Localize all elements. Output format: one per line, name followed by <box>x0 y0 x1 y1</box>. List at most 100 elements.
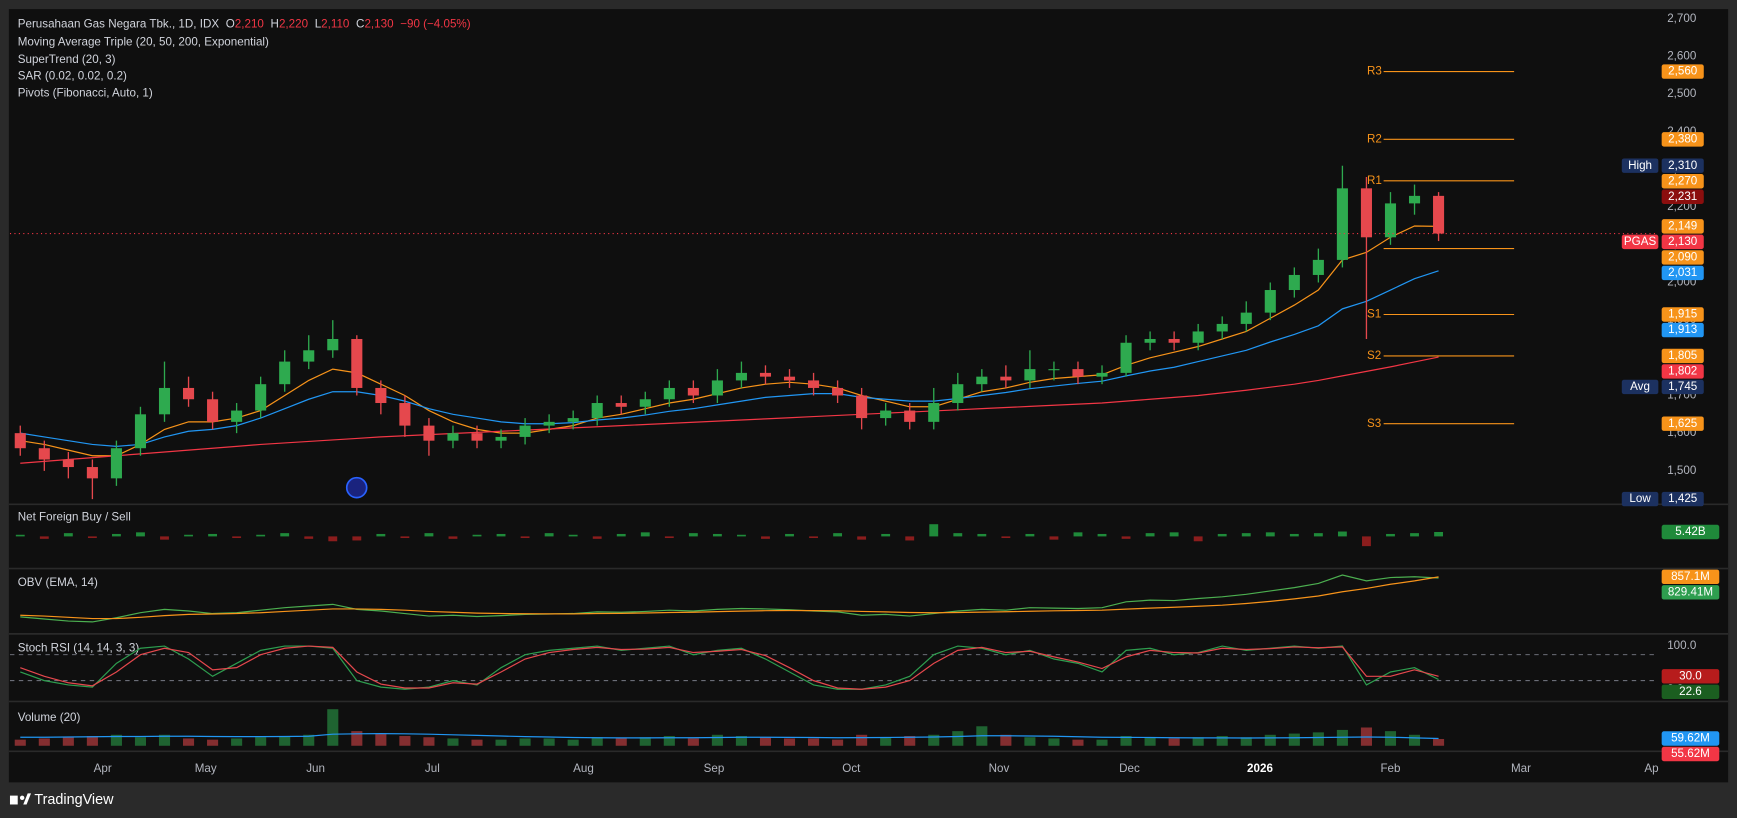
x-tick-label: Feb <box>1380 762 1400 775</box>
volume-bar <box>1072 739 1084 746</box>
candle-body <box>1384 203 1397 238</box>
y-tick-label: 100.0 <box>1667 639 1697 652</box>
volume-bar <box>375 733 387 746</box>
candle-body <box>423 425 435 441</box>
badge-label: 1,802 <box>1668 365 1697 378</box>
bar <box>1193 536 1203 542</box>
volume-bar <box>1240 737 1252 746</box>
bar <box>1121 536 1131 539</box>
bar <box>87 536 97 539</box>
volume-bar <box>279 736 291 746</box>
candle-body <box>1096 372 1108 377</box>
candle-body <box>447 433 459 441</box>
moving-average <box>20 225 1439 457</box>
bar <box>1049 536 1059 540</box>
candle-body <box>14 433 26 449</box>
indicator-line <box>20 645 1439 690</box>
candle-body <box>1192 331 1204 343</box>
volume-bar <box>1312 732 1324 746</box>
bar <box>304 536 314 539</box>
indicator-legend[interactable]: Pivots (Fibonacci, Auto, 1) <box>18 86 153 99</box>
pane-title[interactable]: Stoch RSI (14, 14, 3, 3) <box>18 641 140 654</box>
badge-label: 1,915 <box>1668 308 1697 321</box>
value-badge <box>1661 250 1704 265</box>
bar <box>1001 536 1011 539</box>
pane-title[interactable]: Volume (20) <box>18 711 81 724</box>
y-tick-label: 1,500 <box>1667 464 1697 477</box>
badge-label: 2,310 <box>1668 159 1698 172</box>
bar <box>1313 533 1323 537</box>
ohlc-key: O <box>226 18 235 31</box>
badge-label: 1,425 <box>1668 492 1697 505</box>
bar <box>616 533 626 537</box>
volume-bar <box>783 738 796 746</box>
volume-bar <box>735 736 747 746</box>
ohlc-value: 2,110 <box>321 18 350 31</box>
badge-label: 2,149 <box>1668 219 1697 232</box>
volume-bar <box>1384 731 1397 746</box>
volume-bar <box>880 737 892 746</box>
bar <box>448 536 458 539</box>
volume-bar <box>351 731 363 746</box>
y-tick-label: 2,700 <box>1667 12 1697 25</box>
bar <box>400 536 410 539</box>
candle-body <box>543 421 555 426</box>
candle-body <box>375 387 387 404</box>
candle-body <box>1120 342 1132 373</box>
candle-body <box>567 418 579 422</box>
pane-title[interactable]: Net Foreign Buy / Sell <box>18 511 131 524</box>
value-badge <box>1661 416 1704 431</box>
value-badge <box>1661 348 1704 364</box>
volume-bar <box>928 734 940 746</box>
indicator-legend[interactable]: Moving Average Triple (20, 50, 200, Expo… <box>18 35 269 48</box>
brand[interactable]: TradingView <box>34 792 114 808</box>
bar <box>1386 533 1395 537</box>
candle-body <box>1240 312 1252 324</box>
badge-tag <box>1621 158 1659 173</box>
bar <box>520 536 530 539</box>
bar <box>929 524 939 537</box>
candle-body <box>62 459 74 468</box>
volume-bar <box>399 736 411 746</box>
value-badge <box>1661 322 1704 338</box>
volume-bar <box>303 734 315 746</box>
volume-bar <box>543 738 555 746</box>
indicator-legend[interactable]: SuperTrend (20, 3) <box>18 53 116 66</box>
candle-body <box>519 425 531 437</box>
volume-bar <box>519 738 531 746</box>
candle-body <box>1288 274 1300 291</box>
badge-tag <box>1621 234 1659 250</box>
bar <box>977 533 987 537</box>
bar <box>640 532 650 537</box>
candle-body <box>1433 195 1445 234</box>
candle-body <box>327 338 339 351</box>
indicator-legend[interactable]: SAR (0.02, 0.02, 0.2) <box>18 70 127 83</box>
event-marker[interactable] <box>345 476 368 499</box>
value-badge <box>1661 132 1704 147</box>
x-tick-label: Ap <box>1644 762 1658 775</box>
badge-label: 2,231 <box>1668 190 1697 203</box>
pane-title[interactable]: OBV (EMA, 14) <box>18 576 98 589</box>
pivot-label: R3 <box>1367 65 1382 78</box>
bar <box>352 536 362 541</box>
symbol-title: Perusahaan Gas Negara Tbk., 1D, IDX <box>18 18 220 31</box>
bar <box>1169 532 1179 537</box>
badge-label: 2,380 <box>1668 132 1698 145</box>
badge-tag-label: High <box>1628 159 1652 172</box>
volume-bar <box>856 734 868 746</box>
x-tick-label: Jul <box>425 762 440 775</box>
brand-logo[interactable] <box>9 793 32 805</box>
bar <box>1025 533 1035 537</box>
bar <box>376 533 386 537</box>
value-badge <box>1661 746 1720 762</box>
volume-bar <box>134 737 147 746</box>
value-badge <box>1661 158 1704 173</box>
bar <box>1145 533 1155 537</box>
bar <box>761 536 770 539</box>
candle-body <box>976 376 988 385</box>
volume-bar <box>904 736 916 746</box>
volume-bar <box>207 739 219 746</box>
bar <box>63 533 73 537</box>
candle-body <box>1216 323 1228 332</box>
